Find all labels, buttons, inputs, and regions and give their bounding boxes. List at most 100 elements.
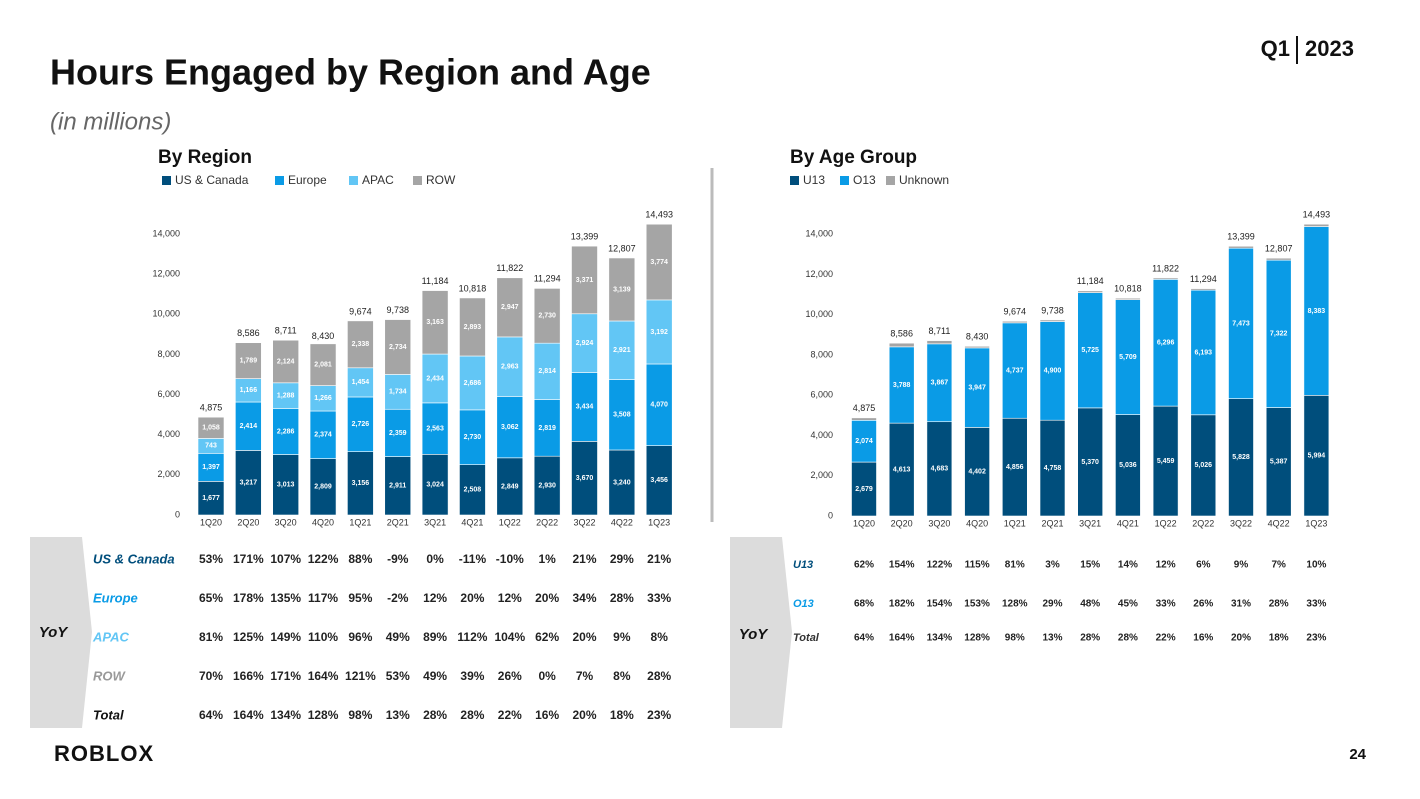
yoy-band (730, 537, 792, 728)
yoy-value: 20% (572, 708, 596, 722)
x-tick-label: 1Q23 (648, 517, 670, 527)
legend-swatch (790, 176, 799, 185)
yoy-value: 0% (426, 552, 444, 566)
x-tick-label: 2Q20 (891, 518, 913, 528)
total-label: 12,807 (1265, 244, 1293, 254)
bar-segment (1152, 279, 1179, 407)
yoy-row-label: US & Canada (93, 551, 175, 566)
yoy-value: 96% (348, 630, 372, 644)
chart-title: By Region (158, 147, 252, 168)
bar-label: 2,414 (240, 423, 258, 430)
legend-swatch (413, 176, 422, 185)
yoy-value: 33% (1306, 599, 1326, 610)
bar-label: 2,434 (426, 375, 444, 382)
bar-label: 2,679 (855, 486, 873, 493)
bar-label: 5,370 (1081, 459, 1099, 466)
yoy-value: 13% (1042, 633, 1062, 644)
bar-segment (1115, 299, 1141, 415)
yoy-value: 26% (498, 669, 522, 683)
yoy-label: YoY (739, 626, 770, 643)
yoy-row-label: O13 (793, 598, 814, 610)
x-tick-label: 4Q20 (312, 517, 334, 527)
bar-label: 2,730 (538, 313, 556, 320)
bar-segment (1152, 405, 1179, 517)
yoy-value: 20% (535, 591, 559, 605)
yoy-value: 0% (538, 669, 556, 683)
yoy-band (30, 537, 92, 728)
total-label: 10,818 (1114, 284, 1142, 294)
bar-segment (1001, 417, 1028, 517)
legend-swatch (886, 176, 895, 185)
legend-label: US & Canada (175, 173, 249, 187)
bar-label: 4,758 (1044, 465, 1062, 472)
bar-label: 3,240 (613, 479, 631, 486)
bar-segment (1228, 398, 1254, 517)
bar-segment (964, 345, 990, 349)
bar-label: 2,963 (501, 364, 519, 371)
yoy-value: 68% (854, 599, 874, 610)
bar-label: 2,849 (501, 483, 519, 490)
yoy-value: 164% (308, 669, 339, 683)
yoy-value: 28% (647, 669, 671, 683)
legend-swatch (840, 176, 849, 185)
x-tick-label: 1Q23 (1305, 518, 1327, 528)
bar-label: 3,947 (968, 384, 986, 391)
bar-segment (459, 409, 486, 465)
total-label: 4,875 (853, 403, 876, 413)
bar-label: 1,266 (314, 395, 332, 402)
x-tick-label: 2Q21 (1041, 518, 1063, 528)
y-tick-label: 12,000 (152, 269, 180, 279)
bar-label: 2,124 (277, 358, 295, 365)
yoy-value: 154% (889, 560, 915, 571)
x-tick-label: 3Q21 (1079, 518, 1101, 528)
yoy-value: 110% (308, 630, 338, 644)
yoy-value: 98% (348, 708, 372, 722)
bar-segment (272, 382, 300, 409)
total-label: 11,184 (1077, 276, 1104, 286)
bar-segment (888, 422, 915, 517)
y-tick-label: 6,000 (810, 390, 833, 400)
bar-segment (235, 401, 262, 451)
yoy-value: 7% (1271, 560, 1286, 571)
bar-label: 3,163 (426, 319, 444, 326)
yoy-value: 21% (572, 552, 596, 566)
bar-label: 3,024 (426, 482, 444, 489)
yoy-value: 81% (1005, 560, 1025, 571)
bar-segment (309, 410, 337, 459)
bar-segment (533, 399, 561, 457)
bar-label: 6,296 (1157, 340, 1175, 347)
yoy-value: 3% (1045, 560, 1060, 571)
yoy-value: 164% (889, 633, 915, 644)
legend-label: Europe (288, 173, 327, 187)
yoy-value: 21% (647, 552, 671, 566)
bar-segment (309, 385, 337, 412)
yoy-value: 135% (270, 591, 301, 605)
x-tick-label: 1Q20 (200, 517, 222, 527)
x-tick-label: 4Q20 (966, 518, 988, 528)
bar-segment (571, 441, 598, 516)
bar-segment (197, 481, 225, 516)
bar-segment (851, 461, 877, 517)
yoy-value: 20% (460, 591, 484, 605)
total-label: 11,184 (422, 276, 449, 286)
yoy-value: 117% (308, 591, 338, 605)
legend-swatch (275, 176, 284, 185)
total-label: 9,674 (349, 306, 372, 316)
bar-label: 2,930 (538, 482, 556, 489)
logo: ROBLOX (54, 741, 154, 766)
bar-segment (645, 223, 673, 301)
yoy-value: 70% (199, 669, 223, 683)
y-tick-label: 8,000 (810, 349, 833, 359)
bar-label: 3,156 (352, 480, 370, 487)
x-tick-label: 2Q20 (237, 517, 259, 527)
yoy-row-label: Total (793, 632, 820, 644)
bar-label: 2,686 (464, 380, 482, 387)
bar-label: 4,856 (1006, 464, 1024, 471)
slide-subtitle: (in millions) (50, 108, 171, 135)
yoy-value: 64% (199, 708, 223, 722)
x-tick-label: 2Q22 (536, 517, 558, 527)
bar-label: 2,921 (613, 347, 631, 354)
yoy-value: 89% (423, 630, 447, 644)
yoy-value: 166% (233, 669, 264, 683)
